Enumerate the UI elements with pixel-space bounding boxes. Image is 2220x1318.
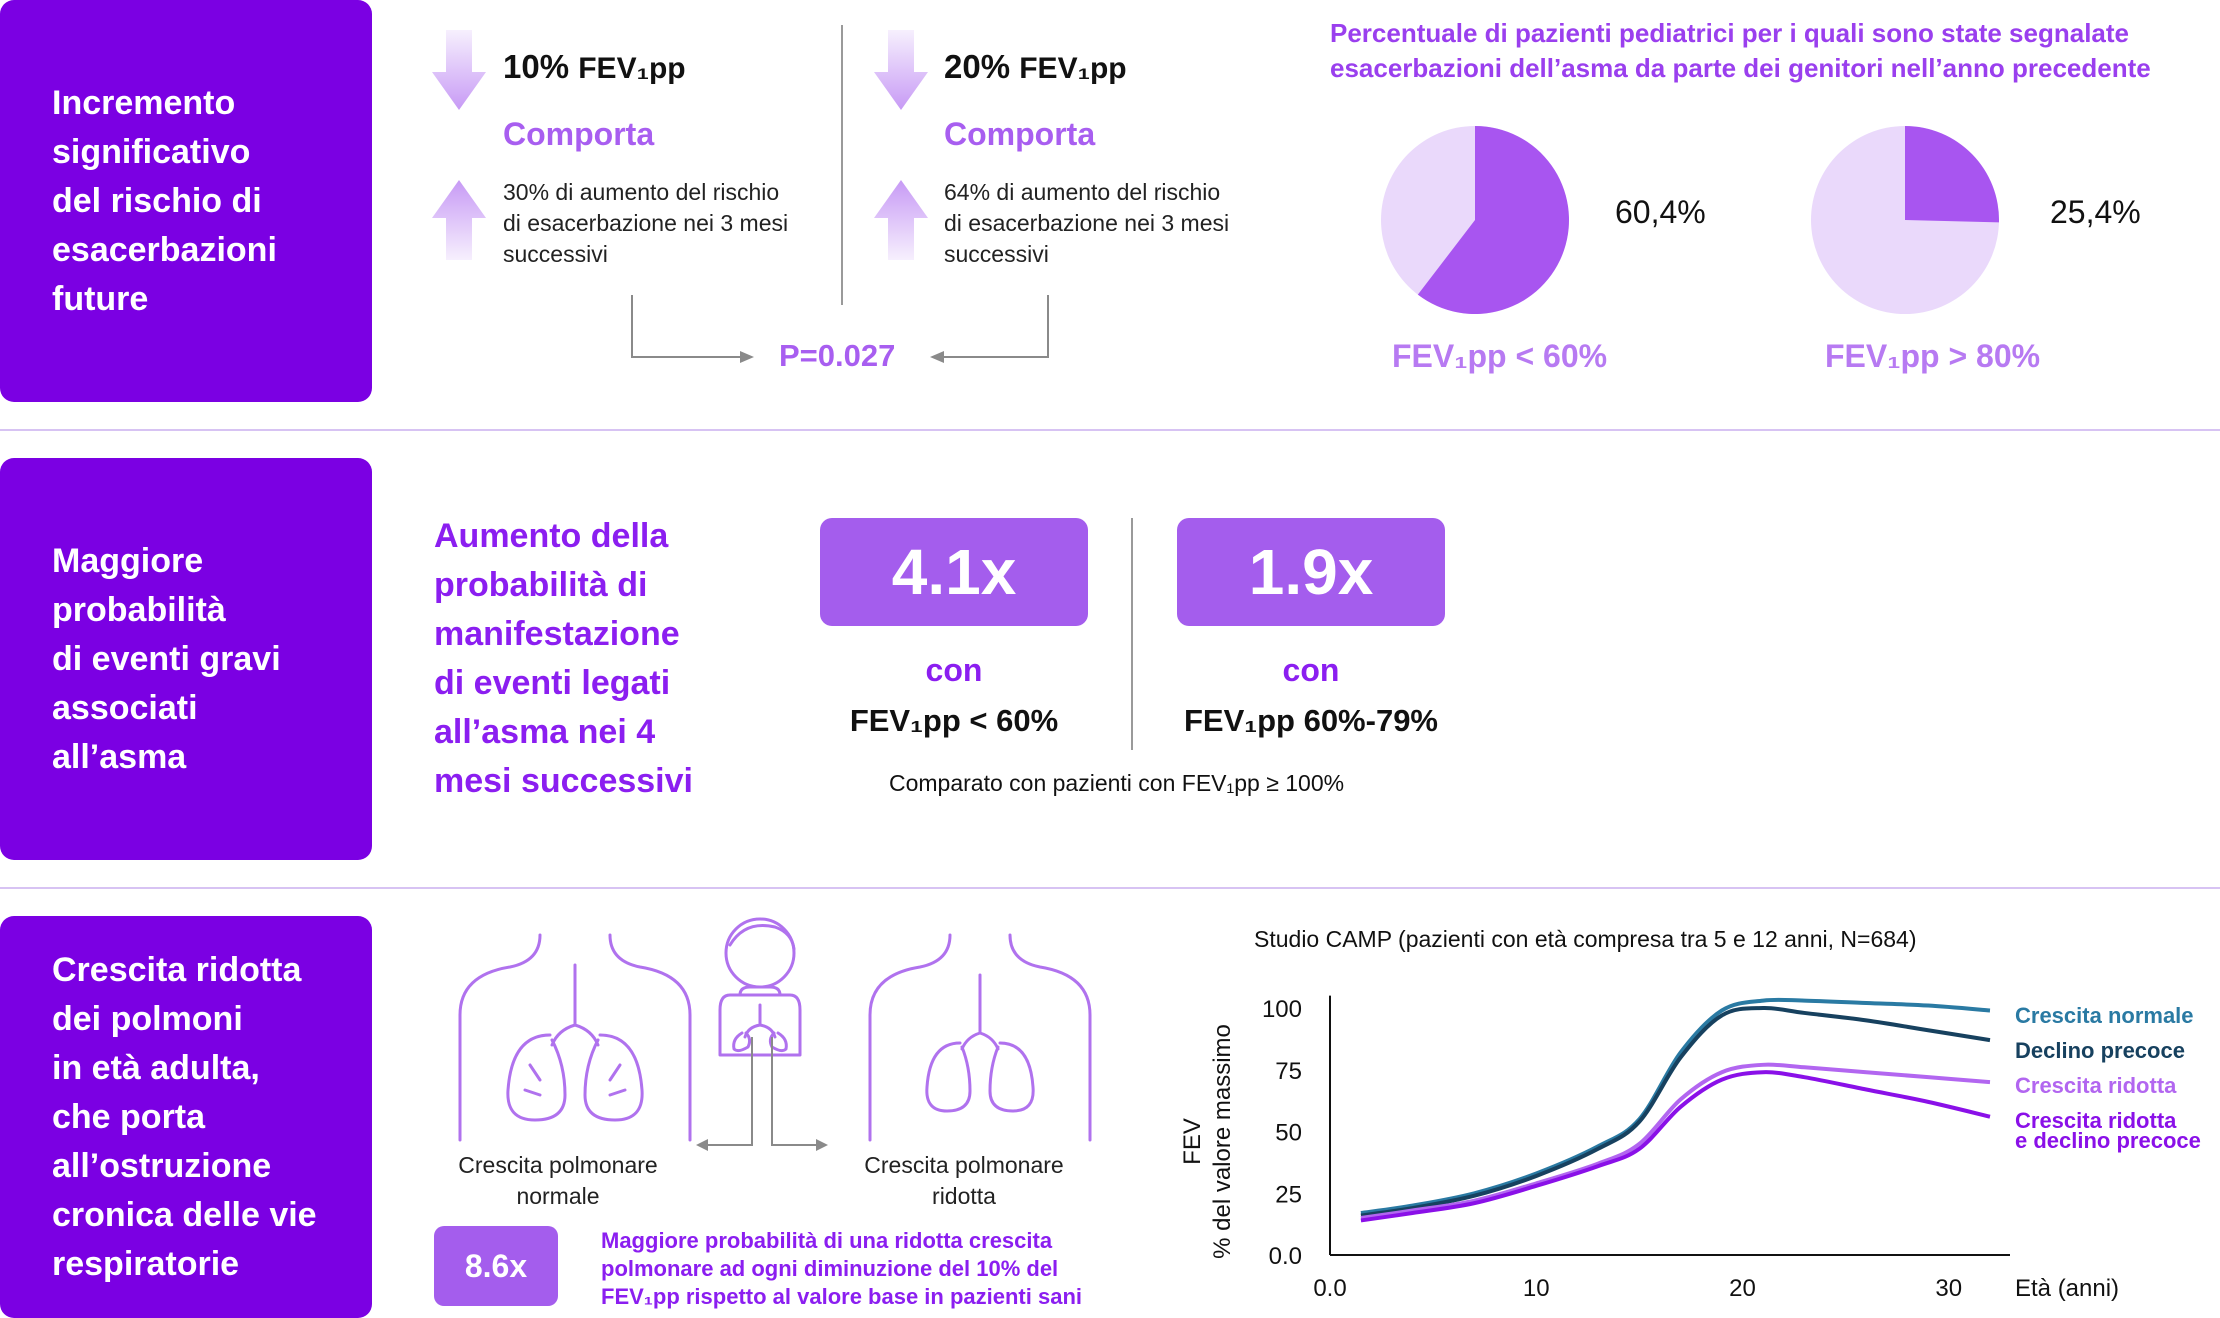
row3-side-label: Crescita ridotta dei polmoni in età adul… bbox=[52, 950, 317, 1283]
row2-mult-box-2: 1.9x bbox=[1177, 518, 1445, 626]
pie-2-slice bbox=[1905, 126, 1999, 223]
series-line-3 bbox=[1360, 1062, 1991, 1220]
y-tick-label: 100 bbox=[1262, 996, 1302, 1023]
chart-title: Studio CAMP (pazienti con età compresa t… bbox=[1254, 926, 1917, 952]
legend-label: Declino precoce bbox=[2015, 1038, 2185, 1063]
row1-col-b-title: 20% FEV₁pp bbox=[944, 48, 1127, 85]
lung-reduced-caption: Crescita polmonare ridotta bbox=[864, 1152, 1064, 1209]
line-chart: 0.0 25 50 75 100 0.0 10 20 30 Età (anni) FEV% del … bbox=[1179, 995, 2201, 1302]
pie-section-title: Percentuale di pazienti pediatrici per i… bbox=[1330, 18, 2151, 83]
arrow-down-icon bbox=[432, 30, 486, 110]
arrow-down-icon bbox=[874, 30, 928, 110]
y-tick-label: 0.0 bbox=[1269, 1243, 1302, 1270]
legend-label: e declino precoce bbox=[2015, 1128, 2201, 1153]
row2-con-1: con bbox=[925, 652, 983, 688]
x-tick-label: 10 bbox=[1523, 1275, 1550, 1302]
row1-side-label: Incremento significativo del rischio di … bbox=[52, 83, 277, 318]
arrow-up-icon bbox=[432, 180, 486, 260]
row2-note: Comparato con pazienti con FEV₁pp ≥ 100% bbox=[889, 770, 1345, 796]
row1-col-a-text: 30% di aumento del rischio di esacerbazi… bbox=[503, 179, 789, 267]
row2-cond-1: FEV₁pp < 60% bbox=[849, 703, 1059, 738]
pie-2-percent: 25,4% bbox=[2050, 194, 2141, 230]
row1-col-a-title: 10% FEV₁pp bbox=[503, 48, 686, 85]
row3-side-label-box: Crescita ridotta dei polmoni in età adul… bbox=[0, 916, 372, 1318]
row3-mult-note: Maggiore probabilità di una ridotta cres… bbox=[601, 1228, 1083, 1309]
legend-label: Crescita ridotta bbox=[2015, 1108, 2177, 1133]
pie-1-slice bbox=[1417, 126, 1569, 314]
row1-side-label-box: Incremento significativo del rischio di … bbox=[0, 0, 372, 402]
series-line-2 bbox=[1360, 1005, 1991, 1218]
pie-charts bbox=[1381, 126, 1999, 314]
y-axis-label: FEV bbox=[1179, 1118, 1206, 1165]
pie-1-label: FEV₁pp < 60% bbox=[1392, 338, 1608, 374]
row1-column-divider bbox=[841, 25, 843, 305]
row2-side-label: Maggiore probabilità di eventi gravi ass… bbox=[52, 541, 281, 776]
series-line-4 bbox=[1360, 1070, 1991, 1223]
y-tick-label: 25 bbox=[1275, 1181, 1302, 1208]
row2-side-label-box: Maggiore probabilità di eventi gravi ass… bbox=[0, 458, 372, 860]
x-axis-label: Età (anni) bbox=[2015, 1275, 2119, 1302]
row1-col-a-comporta: Comporta bbox=[503, 116, 655, 152]
y-tick-label: 50 bbox=[1275, 1120, 1302, 1147]
lungs-illustration bbox=[458, 917, 1092, 1151]
row2-column-divider bbox=[1131, 518, 1133, 750]
pie-2-label: FEV₁pp > 80% bbox=[1825, 338, 2041, 374]
arrow-up-icon bbox=[874, 180, 928, 260]
p-value: P=0.027 bbox=[779, 338, 896, 373]
lung-normal-caption: Crescita polmonare normale bbox=[458, 1152, 658, 1209]
y-tick-label: 75 bbox=[1275, 1058, 1302, 1085]
row-divider bbox=[0, 429, 2220, 431]
row3-mult-box: 8.6x bbox=[434, 1226, 558, 1306]
y-axis-label: % del valore massimo bbox=[1209, 1024, 1236, 1259]
x-tick-label: 20 bbox=[1729, 1275, 1756, 1302]
row2-cond-2: FEV₁pp 60%-79% bbox=[1183, 703, 1438, 738]
series-line-1 bbox=[1360, 997, 1991, 1215]
x-tick-label: 0.0 bbox=[1313, 1275, 1346, 1302]
row2-con-2: con bbox=[1282, 652, 1340, 688]
x-tick-label: 30 bbox=[1935, 1275, 1962, 1302]
legend-label: Crescita ridotta bbox=[2015, 1073, 2177, 1098]
p-value-connector bbox=[631, 295, 1049, 363]
row1-col-b-comporta: Comporta bbox=[944, 116, 1096, 152]
row2-headline: Aumento della probabilità di manifestazi… bbox=[434, 517, 693, 800]
row1-col-b-text: 64% di aumento del rischio di esacerbazi… bbox=[944, 179, 1230, 267]
row2-mult-box-1: 4.1x bbox=[820, 518, 1088, 626]
row-divider bbox=[0, 887, 2220, 889]
legend-label: Crescita normale bbox=[2015, 1003, 2194, 1028]
pie-1-percent: 60,4% bbox=[1615, 194, 1706, 230]
